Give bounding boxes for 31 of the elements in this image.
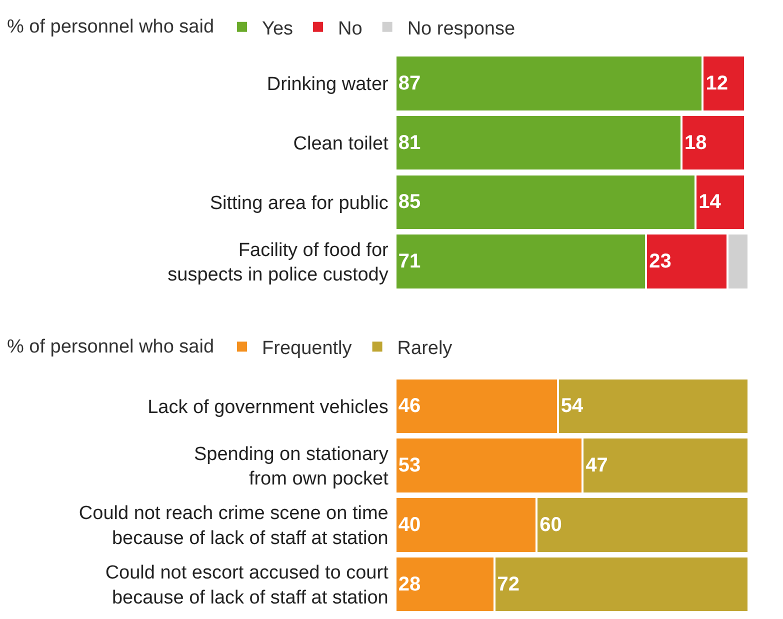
legend-label: Rarely — [397, 338, 453, 360]
data-label: 81 — [398, 132, 421, 154]
data-label: 60 — [540, 514, 562, 536]
data-label: 14 — [698, 191, 722, 214]
data-label: 23 — [649, 250, 672, 273]
data-label: 71 — [398, 250, 421, 273]
data-label: 53 — [398, 454, 421, 477]
y-tick-label: Drinking water — [266, 74, 390, 96]
data-label: 72 — [497, 573, 520, 596]
legend-title: % of personnel who said — [7, 336, 214, 358]
y-tick-label: Facility of food for suspects in police custody — [168, 240, 390, 286]
y-tick-label: Lack of government vehicles — [148, 396, 388, 418]
data-label: 54 — [560, 395, 584, 418]
y-tick-label: Could not reach crime scene on time because of lack of staff at station — [78, 503, 388, 549]
data-label: 28 — [398, 573, 421, 596]
data-label: 40 — [398, 514, 421, 536]
y-tick-label: Sitting area for public — [210, 192, 388, 214]
legend-label: Frequently — [262, 338, 352, 360]
legend-label: Yes — [262, 18, 294, 40]
data-label: 47 — [586, 454, 608, 477]
legend-label: No response — [407, 18, 516, 40]
data-label: 46 — [398, 395, 421, 418]
data-label: 85 — [398, 191, 421, 214]
y-tick-label: Clean toilet — [293, 133, 390, 154]
legend-label: No — [338, 18, 362, 40]
data-label: 12 — [706, 72, 728, 94]
data-label: 18 — [684, 132, 707, 154]
data-label: 87 — [398, 72, 421, 94]
y-tick-label: Spending on stationary from own pocket — [194, 444, 390, 490]
y-tick-label: Could not escort accused to court because of lack of staff at station — [105, 562, 390, 608]
legend-title: % of personnel who said — [7, 16, 214, 38]
